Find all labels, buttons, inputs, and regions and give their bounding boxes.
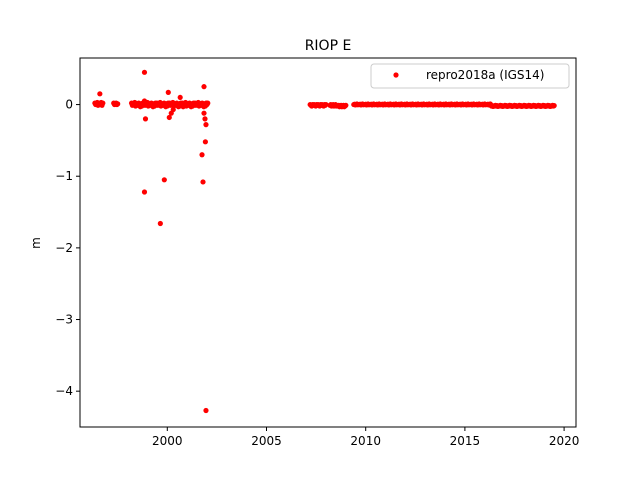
x-tick-label: 2005 xyxy=(251,434,282,448)
data-point xyxy=(141,98,148,104)
y-tick-label: −3 xyxy=(55,313,73,327)
data-point xyxy=(323,101,329,108)
data-point xyxy=(199,152,205,158)
data-point xyxy=(200,179,206,185)
data-point xyxy=(97,91,103,97)
x-axis-ticks: 2000 2005 2010 2015 2020 xyxy=(152,427,579,448)
data-point xyxy=(203,122,209,128)
data-point xyxy=(177,94,183,101)
data-point xyxy=(142,116,149,122)
plot-points xyxy=(92,69,557,414)
data-point xyxy=(201,110,207,116)
y-axis-label: m xyxy=(29,237,43,249)
data-point xyxy=(115,101,121,107)
data-point xyxy=(203,407,209,414)
data-point xyxy=(551,103,557,109)
x-tick-label: 2020 xyxy=(549,434,580,448)
legend-marker xyxy=(393,72,399,78)
data-point xyxy=(180,104,186,110)
legend: repro2018a (IGS14) xyxy=(370,63,570,89)
data-point xyxy=(202,139,208,145)
data-point xyxy=(165,89,171,95)
data-point xyxy=(170,106,176,113)
data-point xyxy=(166,114,172,121)
legend-label: repro2018a (IGS14) xyxy=(426,68,544,82)
data-point xyxy=(141,189,148,195)
data-point xyxy=(161,177,167,183)
y-tick-label: −1 xyxy=(55,169,73,183)
plot-frame xyxy=(79,57,577,428)
legend-box xyxy=(370,63,570,89)
x-tick-label: 2000 xyxy=(152,434,183,448)
chart-title: RIOP E xyxy=(305,38,352,54)
y-axis-ticks: 0 −1 −2 −3 −4 xyxy=(55,98,80,398)
y-tick-label: −4 xyxy=(55,384,73,398)
x-tick-label: 2015 xyxy=(450,434,481,448)
data-point xyxy=(141,69,148,75)
y-tick-label: 0 xyxy=(65,98,73,112)
data-point xyxy=(100,100,106,106)
data-point xyxy=(203,100,210,106)
y-tick-label: −2 xyxy=(55,241,73,255)
data-point xyxy=(202,116,208,122)
data-point xyxy=(201,84,207,90)
x-tick-label: 2010 xyxy=(350,434,381,448)
data-point xyxy=(343,102,349,108)
data-point xyxy=(157,220,163,227)
